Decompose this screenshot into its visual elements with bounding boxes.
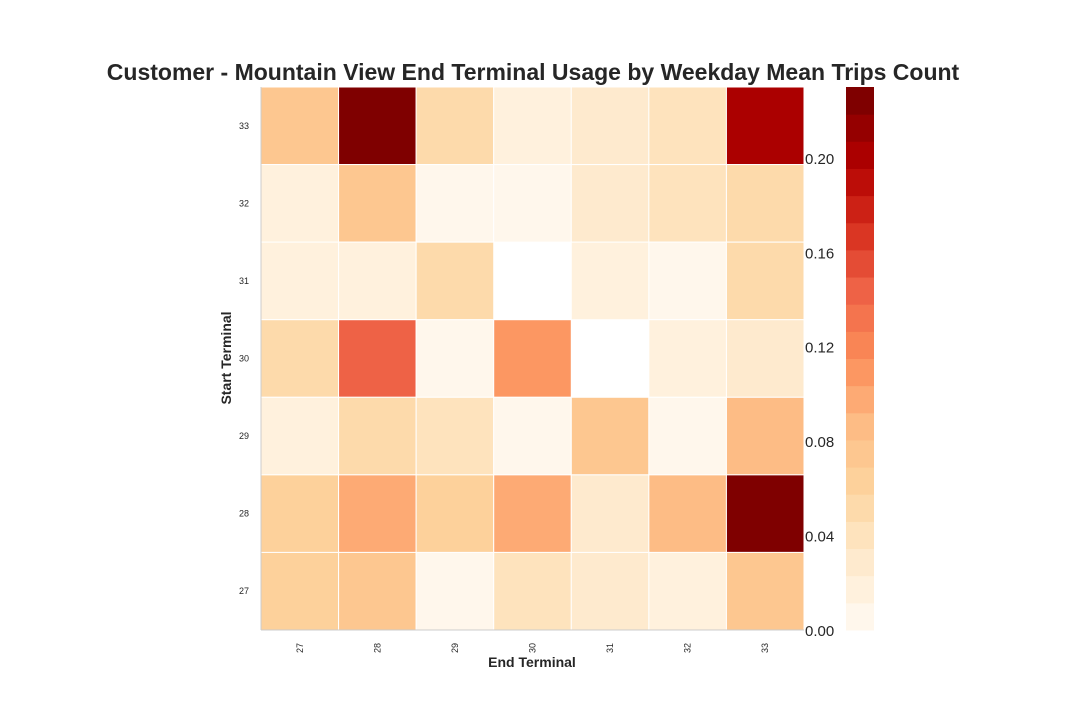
heatmap-cell-33-29	[415, 86, 495, 166]
x-tick-label: 31	[605, 643, 615, 653]
heatmap-cell-27-29	[415, 551, 495, 631]
heatmap-cell-32-33	[725, 164, 805, 243]
heatmap-cell-33-33	[725, 86, 805, 166]
colorbar-segment	[846, 358, 874, 387]
colorbar-segment	[846, 439, 874, 468]
heatmap-cell-29-27	[260, 396, 340, 476]
colorbar-segment	[846, 412, 874, 441]
heatmap-cell-29-28	[338, 396, 417, 476]
heatmap-cell-30-33	[725, 319, 805, 398]
heatmap-cell-32-27	[260, 164, 340, 243]
heatmap-cell-32-31	[570, 164, 650, 243]
colorbar-segment	[846, 575, 874, 604]
heatmap-cell-31-33	[725, 241, 805, 321]
colorbar-segment	[846, 494, 874, 522]
heatmap-cell-27-27	[260, 551, 340, 631]
y-tick-label: 31	[239, 276, 249, 286]
colorbar-segment	[846, 141, 874, 169]
y-tick-label: 27	[239, 586, 249, 596]
heatmap-cell-31-32	[648, 241, 727, 321]
x-tick-label: 32	[683, 643, 693, 653]
heatmap-cell-28-30	[493, 474, 572, 553]
heatmap-cell-30-32	[648, 319, 727, 398]
colorbar-segment	[846, 168, 874, 197]
heatmap-cell-33-27	[260, 86, 340, 166]
heatmap-cell-29-31	[570, 396, 650, 476]
x-tick-label: 27	[295, 643, 305, 653]
heatmap-cell-27-30	[493, 551, 572, 631]
colorbar-segment	[846, 114, 874, 142]
y-tick-labels: 33 32 31 30 29 28 27	[239, 121, 249, 596]
heatmap-cell-28-33	[725, 474, 805, 553]
colorbar-segment	[846, 249, 874, 278]
colorbar-segment	[846, 277, 874, 305]
y-tick-label: 32	[239, 198, 249, 208]
colorbar-segment	[846, 195, 874, 224]
y-tick-label: 30	[239, 354, 249, 364]
heatmap-cell-30-28	[338, 319, 417, 398]
heatmap-cell-28-28	[338, 474, 417, 553]
colorbar-segment	[846, 222, 874, 251]
heatmap-cell-31-29	[415, 241, 495, 321]
heatmap-cell-29-32	[648, 396, 727, 476]
colorbar-segment	[846, 467, 874, 495]
y-tick-label: 29	[239, 431, 249, 441]
colorbar-segment	[846, 548, 874, 577]
heatmap-cell-27-28	[338, 551, 417, 631]
heatmap-cell-31-31	[570, 241, 650, 321]
heatmap-cell-32-28	[338, 164, 417, 243]
colorbar-tick-label: 0.08	[805, 434, 834, 451]
heatmap-cell-33-30	[493, 86, 572, 166]
colorbar-tick-label: 0.04	[805, 529, 834, 546]
heatmap-cell-27-31	[570, 551, 650, 631]
heatmap-cell-32-30	[493, 164, 572, 243]
colorbar-tick-label: 0.12	[805, 340, 834, 357]
heatmap-cell-28-31	[570, 474, 650, 553]
heatmap-cell-32-29	[415, 164, 495, 243]
colorbar-segment	[846, 602, 874, 631]
colorbar-tick-label: 0.16	[805, 245, 834, 262]
x-tick-labels: 27 28 29 30 31 32 33	[295, 643, 770, 653]
heatmap-cell-30-27	[260, 319, 340, 398]
heatmap-cell-30-29	[415, 319, 495, 398]
heatmap-cell-32-32	[648, 164, 727, 243]
colorbar-segment	[846, 87, 874, 115]
y-tick-label: 33	[239, 121, 249, 131]
heatmap-cell-27-33	[725, 551, 805, 631]
x-tick-label: 29	[450, 643, 460, 653]
heatmap-cell-28-32	[648, 474, 727, 553]
x-tick-label: 30	[528, 643, 538, 653]
heatmap-cell-28-27	[260, 474, 340, 553]
chart-title: Customer - Mountain View End Terminal Us…	[107, 59, 960, 85]
colorbar: 0.00 0.04 0.08 0.12 0.16 0.20	[805, 87, 874, 640]
x-tick-label: 33	[760, 643, 770, 653]
heatmap-cell-29-33	[725, 396, 805, 476]
y-tick-label: 28	[239, 509, 249, 519]
heatmap-cell-31-27	[260, 241, 340, 321]
x-tick-label: 28	[372, 643, 382, 653]
heatmap-cell-33-28	[338, 86, 417, 166]
heatmap-cell-29-29	[415, 396, 495, 476]
heatmap-cell-30-30	[493, 319, 572, 398]
heatmap-cell-29-30	[493, 396, 572, 476]
colorbar-tick-label: 0.20	[805, 151, 834, 168]
heatmap-cell-27-32	[648, 551, 727, 631]
colorbar-tick-label: 0.00	[805, 623, 834, 640]
colorbar-segment	[846, 521, 874, 550]
heatmap-cell-31-28	[338, 241, 417, 321]
heatmap-cell-28-29	[415, 474, 495, 553]
colorbar-segment	[846, 331, 874, 359]
colorbar-segment	[846, 385, 874, 414]
heatmap-cells	[260, 86, 805, 631]
colorbar-segment	[846, 304, 874, 332]
x-axis-label: End Terminal	[488, 654, 576, 670]
heatmap-cell-33-32	[648, 86, 727, 166]
y-axis-label: Start Terminal	[218, 311, 234, 404]
heatmap-cell-33-31	[570, 86, 650, 166]
